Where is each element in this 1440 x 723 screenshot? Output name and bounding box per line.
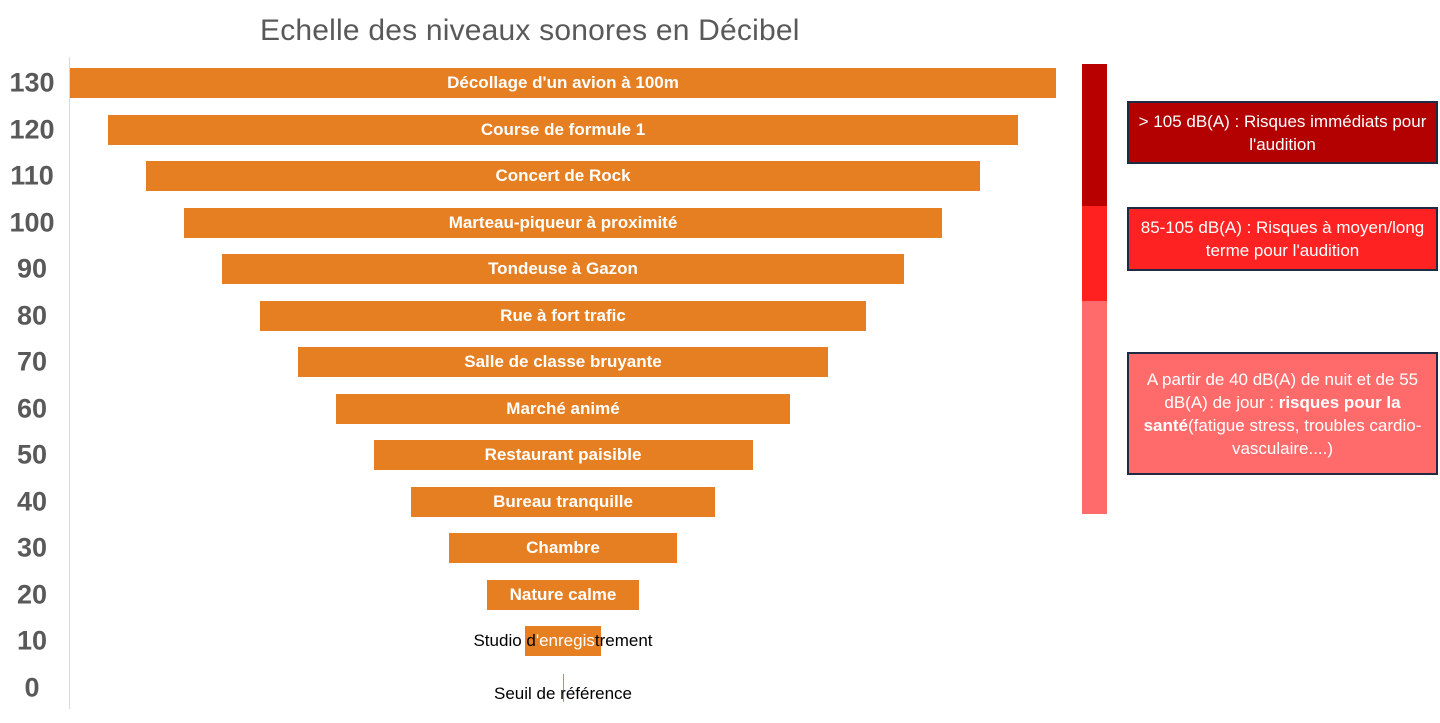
bar	[449, 533, 677, 563]
y-tick-label: 0	[24, 672, 40, 702]
risk-box-immediate: > 105 dB(A) : Risques immédiats pour l'a…	[1127, 101, 1438, 164]
risk-scale-segment	[1082, 64, 1107, 207]
bar	[221, 254, 905, 284]
bar-label-part: Studio d	[473, 631, 536, 650]
bar-label: Marteau-piqueur à proximité	[448, 212, 678, 232]
y-tick-label: 30	[16, 532, 48, 563]
y-tick-label: 20	[16, 579, 48, 609]
chart-title: Echelle des niveaux sonores en Décibel	[260, 14, 800, 47]
risk-box-health-text: A partir de 40 dB(A) de nuit et de 55 dB…	[1129, 368, 1436, 460]
y-tick-label: 40	[16, 486, 48, 516]
bar	[411, 486, 715, 517]
bar-zero	[563, 673, 564, 702]
bar-label: Restaurant paisible	[484, 445, 642, 464]
bar-label-part: 'enregis	[535, 631, 595, 650]
bar-label: Marché animé	[506, 398, 620, 418]
bar-label: Studio d'enregistrement	[0, 626, 1126, 656]
bar	[297, 347, 829, 377]
risk-scale-segment	[1082, 300, 1107, 514]
y-tick-label: 130	[9, 67, 55, 98]
bar-label: Concert de Rock	[495, 166, 631, 185]
y-tick-label: 100	[9, 207, 55, 237]
y-tick-label: 110	[10, 160, 54, 191]
risk-scale-segment	[1082, 206, 1107, 301]
bar	[335, 393, 791, 424]
risk-box-health-text-after: (fatigue stress, troubles cardio-vascula…	[1188, 415, 1422, 458]
risk-box-immediate-text: > 105 dB(A) : Risques immédiats pour l'a…	[1138, 111, 1427, 154]
bar-label: Tondeuse à Gazon	[488, 259, 638, 278]
bar-label: Nature calme	[509, 584, 617, 604]
bar	[373, 440, 753, 470]
y-tick-label: 70	[16, 346, 48, 377]
y-axis-line	[69, 57, 70, 709]
y-tick-label: 60	[16, 393, 48, 423]
y-tick-label: 90	[16, 253, 48, 284]
risk-box-health-text-bold: risques pour la santé	[1143, 392, 1401, 435]
bar	[70, 68, 1056, 98]
bar	[108, 114, 1018, 145]
risk-box-health-text-before: A partir de 40 dB(A) de nuit et de 55 dB…	[1146, 369, 1419, 412]
y-tick-label: 10	[16, 625, 48, 656]
risk-box-health: A partir de 40 dB(A) de nuit et de 55 dB…	[1127, 352, 1438, 475]
y-tick-label: 50	[16, 439, 48, 470]
bar-label: Course de formule 1	[480, 119, 646, 139]
bar-label: Décollage d'un avion à 100m	[447, 73, 679, 92]
bar	[525, 626, 601, 656]
risk-box-medium-term: 85-105 dB(A) : Risques à moyen/long term…	[1127, 207, 1438, 271]
bar	[184, 207, 942, 238]
risk-box-medium-term-text: 85-105 dB(A) : Risques à moyen/long term…	[1140, 218, 1425, 260]
bar-label: Salle de classe bruyante	[464, 352, 662, 371]
y-tick-label: 80	[16, 300, 48, 330]
bar	[146, 161, 980, 191]
bar-label: Bureau tranquille	[493, 491, 633, 511]
bar-label: Chambre	[526, 538, 600, 557]
bar	[487, 579, 639, 610]
bar-label: Rue à fort trafic	[500, 305, 626, 325]
bar-label-part: trement	[594, 631, 653, 650]
y-tick-label: 120	[9, 114, 55, 144]
bar-label: Seuil de référence	[494, 683, 632, 703]
bar	[259, 300, 867, 331]
